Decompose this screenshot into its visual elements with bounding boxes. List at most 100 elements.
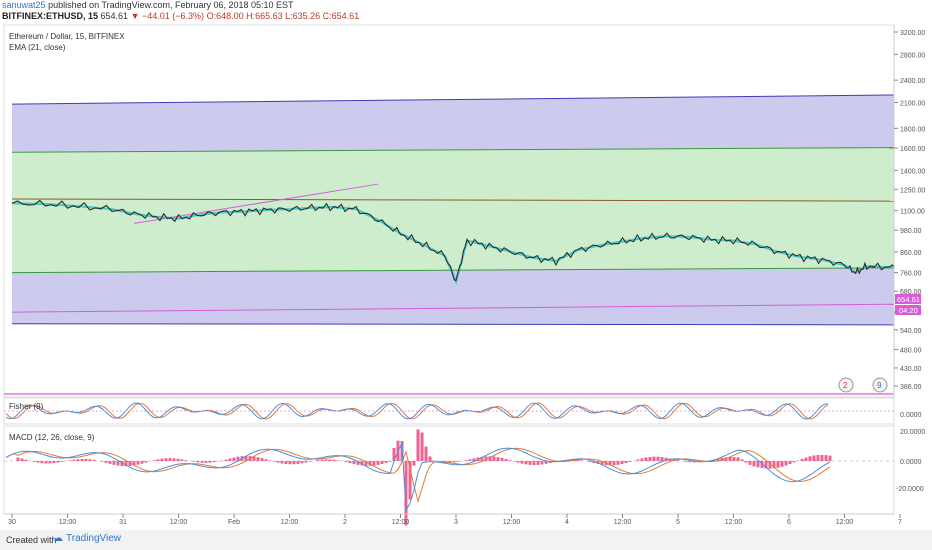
macd-histogram-bar — [180, 459, 184, 461]
macd-histogram-bar — [464, 460, 468, 461]
macd-histogram-bar — [392, 447, 396, 461]
macd-histogram-bar — [808, 456, 812, 461]
macd-histogram-bar — [344, 461, 348, 463]
price-tick-label: 1400.00 — [900, 168, 925, 175]
macd-histogram-bar — [20, 458, 24, 461]
macd-histogram-bar — [260, 458, 264, 461]
green-band — [12, 147, 894, 273]
event-icon-number: 2 — [843, 381, 848, 390]
macd-histogram-bar — [388, 461, 392, 462]
macd-histogram-bar — [452, 461, 456, 463]
macd-histogram-bar — [804, 457, 808, 461]
macd-histogram-bar — [524, 461, 528, 465]
macd-histogram-bar — [764, 461, 768, 469]
macd-axis-label: 0.0000 — [900, 459, 922, 466]
macd-histogram-bar — [92, 459, 96, 461]
down-arrow-icon: ▼ — [130, 11, 140, 21]
macd-histogram-bar — [676, 460, 680, 461]
macd-histogram-bar — [688, 461, 692, 463]
time-tick-label: 3 — [454, 519, 458, 526]
price-tick-label: 430.00 — [900, 366, 922, 373]
macd-histogram-bar — [488, 456, 492, 461]
macd-histogram-bar — [272, 461, 276, 462]
macd-histogram-bar — [76, 459, 80, 461]
macd-histogram-bar — [380, 461, 384, 464]
tradingview-brand-label: TradingView — [66, 533, 122, 544]
macd-histogram-bar — [348, 461, 352, 464]
price-tick-label: 540.00 — [900, 328, 922, 335]
macd-histogram-bar — [56, 461, 60, 463]
macd-legend: MACD (12, 26, close, 9) — [9, 433, 95, 442]
macd-histogram-bar — [84, 458, 88, 461]
macd-histogram-bar — [620, 461, 624, 465]
macd-histogram-bar — [792, 461, 796, 463]
time-tick-label: 30 — [8, 519, 16, 526]
fisher-axis-label: 0.0000 — [900, 412, 922, 419]
macd-histogram-bar — [728, 456, 732, 461]
macd-histogram-bar — [72, 459, 76, 461]
time-axis[interactable]: 30 12:00 31 12:00 Feb 12:00 2 12:00 3 12:00 4 12:00… — [4, 513, 902, 526]
macd-histogram-bar — [268, 460, 272, 461]
macd-histogram-bar — [60, 461, 64, 462]
macd-pane[interactable] — [3, 425, 895, 515]
price-change: −44.01 (−6.3%) — [142, 11, 205, 21]
time-tick-label: 12:00 — [170, 519, 188, 526]
channel-mid-line — [11, 198, 894, 202]
macd-histogram-bar — [336, 460, 340, 461]
macd-histogram-bar — [408, 461, 412, 500]
macd-histogram-bar — [416, 429, 420, 461]
tradingview-cloud-icon: ☁ — [53, 533, 63, 544]
macd-histogram-bar — [328, 459, 332, 461]
upper-purple-band — [12, 94, 894, 153]
time-tick-label: 12:00 — [725, 519, 743, 526]
macd-histogram-bar — [176, 458, 180, 461]
macd-histogram-bar — [196, 461, 200, 463]
macd-histogram-bar — [200, 461, 204, 463]
macd-histogram-bar — [356, 461, 360, 465]
macd-histogram-bar — [756, 461, 760, 468]
time-tick-label: 12:00 — [59, 519, 77, 526]
macd-histogram-bar — [52, 461, 56, 464]
time-tick-label: 12:00 — [614, 519, 632, 526]
macd-histogram-bar — [208, 461, 212, 463]
macd-histogram-bar — [744, 461, 748, 463]
macd-histogram-bar — [144, 461, 148, 463]
author-link[interactable]: sanuwat25 — [2, 0, 46, 10]
macd-histogram-bar — [732, 457, 736, 461]
macd-histogram-bar — [384, 461, 388, 463]
macd-histogram-bar — [228, 458, 232, 461]
macd-histogram-bar — [100, 461, 104, 462]
calendar-event-icon[interactable] — [838, 377, 854, 393]
ema-line — [11, 202, 894, 286]
tradingview-brand[interactable]: ☁ TradingView — [53, 533, 121, 544]
macd-histogram-bar — [636, 459, 640, 461]
fisher-trigger-line — [5, 402, 829, 420]
macd-histogram-bar — [164, 458, 168, 461]
macd-histogram-bar — [664, 457, 668, 461]
macd-histogram-bar — [160, 458, 164, 461]
macd-histogram-bar — [420, 432, 424, 461]
macd-histogram-bar — [364, 461, 368, 466]
symbol-label: BITFINEX:ETHUSD, 15 — [2, 11, 99, 21]
macd-histogram-bar — [588, 461, 592, 463]
macd-histogram-bar — [428, 456, 432, 461]
macd-histogram-bar — [812, 455, 816, 461]
chart-canvas[interactable]: Ethereum / Dollar, 15, BITFINEX EMA (21,… — [0, 0, 932, 530]
macd-histogram-bar — [192, 461, 196, 462]
macd-histogram-bar — [748, 461, 752, 465]
macd-histogram-bar — [212, 461, 216, 463]
macd-histogram-bar — [124, 461, 128, 467]
macd-histogram-bar — [80, 458, 84, 461]
macd-histogram-bar — [772, 461, 776, 469]
price-tick-label: 760.00 — [900, 271, 922, 278]
price-tick-label: 860.00 — [900, 250, 922, 257]
macd-histogram-bar — [544, 461, 548, 464]
macd-histogram-bar — [244, 455, 248, 461]
macd-histogram-bar — [132, 461, 136, 466]
price-tick-label: 1800.00 — [900, 126, 925, 133]
flag-event-icon[interactable] — [872, 377, 888, 393]
macd-histogram-bar — [36, 461, 40, 463]
fisher-legend: Fisher (9) — [9, 402, 44, 411]
price-axis[interactable]: 3200.00 2800.00 2400.00 2100.00 1800.00 1600.… — [893, 25, 925, 514]
macd-histogram-bar — [628, 461, 632, 462]
